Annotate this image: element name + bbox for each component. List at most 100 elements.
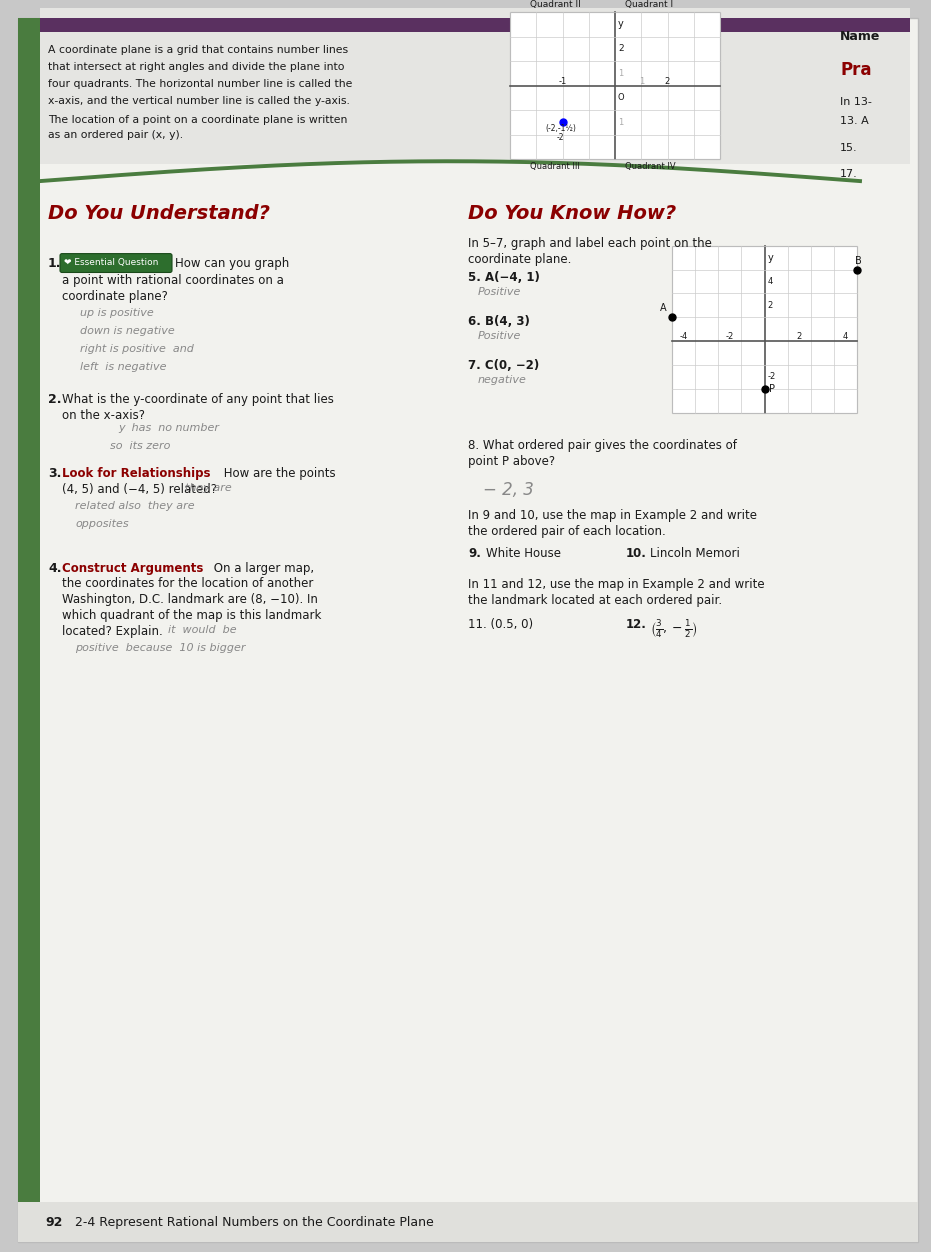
Text: as an ordered pair (x, y).: as an ordered pair (x, y). bbox=[48, 130, 183, 140]
Text: point P above?: point P above? bbox=[468, 456, 555, 468]
Text: White House: White House bbox=[486, 547, 561, 560]
Text: a point with rational coordinates on a: a point with rational coordinates on a bbox=[62, 274, 284, 288]
Text: In 5–7, graph and label each point on the: In 5–7, graph and label each point on th… bbox=[468, 237, 712, 249]
Text: 17.: 17. bbox=[840, 169, 857, 179]
Text: B: B bbox=[855, 255, 862, 265]
Text: 1: 1 bbox=[618, 118, 623, 126]
Text: In 9 and 10, use the map in Example 2 and write: In 9 and 10, use the map in Example 2 an… bbox=[468, 508, 757, 522]
Text: -2: -2 bbox=[767, 372, 776, 382]
Text: 5. A(−4, 1): 5. A(−4, 1) bbox=[468, 272, 540, 284]
Text: P: P bbox=[768, 383, 775, 393]
Text: O: O bbox=[618, 94, 625, 103]
Text: 2: 2 bbox=[797, 332, 802, 341]
Text: right is positive  and: right is positive and bbox=[80, 344, 194, 354]
Text: -1: -1 bbox=[559, 78, 567, 86]
Text: The location of a point on a coordinate plane is written: The location of a point on a coordinate … bbox=[48, 114, 347, 124]
Text: left  is negative: left is negative bbox=[80, 362, 167, 372]
Text: 11. (0.5, 0): 11. (0.5, 0) bbox=[468, 618, 533, 631]
Text: Washington, D.C. landmark are (8, −10). In: Washington, D.C. landmark are (8, −10). … bbox=[62, 593, 317, 606]
Text: In 11 and 12, use the map in Example 2 and write: In 11 and 12, use the map in Example 2 a… bbox=[468, 578, 764, 591]
Text: negative: negative bbox=[478, 374, 527, 384]
Text: On a larger map,: On a larger map, bbox=[210, 562, 314, 575]
Text: they are: they are bbox=[185, 483, 232, 493]
Text: y: y bbox=[767, 253, 774, 263]
Text: Look for Relationships: Look for Relationships bbox=[62, 467, 210, 481]
Text: 92: 92 bbox=[45, 1216, 62, 1228]
Text: Positive: Positive bbox=[478, 331, 521, 341]
Text: which quadrant of the map is this landmark: which quadrant of the map is this landma… bbox=[62, 610, 321, 622]
Text: Lincoln Memori: Lincoln Memori bbox=[650, 547, 740, 560]
Text: (-2,-1½): (-2,-1½) bbox=[545, 124, 576, 134]
Text: 10.: 10. bbox=[626, 547, 647, 560]
Text: opposites: opposites bbox=[75, 518, 128, 528]
Text: that intersect at right angles and divide the plane into: that intersect at right angles and divid… bbox=[48, 61, 344, 71]
Text: the landmark located at each ordered pair.: the landmark located at each ordered pai… bbox=[468, 595, 722, 607]
Text: down is negative: down is negative bbox=[80, 326, 175, 336]
Text: four quadrants. The horizontal number line is called the: four quadrants. The horizontal number li… bbox=[48, 79, 352, 89]
Text: so  its zero: so its zero bbox=[110, 442, 170, 452]
Text: 2: 2 bbox=[665, 78, 670, 86]
Bar bbox=[18, 1202, 918, 1242]
Text: Quadrant I: Quadrant I bbox=[625, 0, 673, 9]
Text: 8. What ordered pair gives the coordinates of: 8. What ordered pair gives the coordinat… bbox=[468, 439, 736, 452]
Text: positive  because  10 is bigger: positive because 10 is bigger bbox=[75, 644, 246, 654]
Text: 1.: 1. bbox=[48, 257, 61, 269]
Text: 1: 1 bbox=[639, 78, 644, 86]
Text: related also  they are: related also they are bbox=[75, 501, 195, 511]
Text: on the x-axis?: on the x-axis? bbox=[62, 408, 145, 422]
Text: 1: 1 bbox=[618, 69, 623, 78]
Text: the coordinates for the location of another: the coordinates for the location of anot… bbox=[62, 577, 314, 591]
Text: 15.: 15. bbox=[840, 143, 857, 153]
Text: 4: 4 bbox=[767, 277, 773, 285]
Text: Pra: Pra bbox=[840, 61, 871, 79]
Bar bbox=[40, 19, 910, 33]
Text: 2: 2 bbox=[767, 300, 773, 309]
Text: What is the y-coordinate of any point that lies: What is the y-coordinate of any point th… bbox=[62, 393, 334, 406]
Text: 2: 2 bbox=[618, 45, 624, 54]
Text: y: y bbox=[618, 20, 624, 30]
Text: How can you graph: How can you graph bbox=[175, 257, 290, 269]
Text: located? Explain.: located? Explain. bbox=[62, 625, 163, 639]
Text: $\left(\frac{3}{4}, -\frac{1}{2}\right)$: $\left(\frac{3}{4}, -\frac{1}{2}\right)$ bbox=[650, 618, 697, 640]
Text: 6. B(4, 3): 6. B(4, 3) bbox=[468, 316, 530, 328]
Text: How are the points: How are the points bbox=[220, 467, 335, 481]
Text: it  would  be: it would be bbox=[168, 625, 236, 635]
Text: -4: -4 bbox=[680, 332, 688, 341]
Text: coordinate plane.: coordinate plane. bbox=[468, 253, 572, 265]
Text: Do You Know How?: Do You Know How? bbox=[468, 204, 676, 223]
Text: -2: -2 bbox=[725, 332, 734, 341]
Text: y  has  no number: y has no number bbox=[118, 423, 219, 433]
Bar bbox=[510, 13, 720, 159]
Text: 2.: 2. bbox=[48, 393, 61, 406]
Bar bbox=[672, 245, 857, 413]
Text: 4: 4 bbox=[843, 332, 848, 341]
Text: 12.: 12. bbox=[626, 618, 647, 631]
Text: Positive: Positive bbox=[478, 288, 521, 298]
Text: Quadrant IV: Quadrant IV bbox=[625, 163, 676, 172]
Text: Quadrant III: Quadrant III bbox=[530, 163, 580, 172]
Text: Quadrant II: Quadrant II bbox=[530, 0, 581, 9]
FancyBboxPatch shape bbox=[60, 254, 172, 273]
Text: x-axis, and the vertical number line is called the y-axis.: x-axis, and the vertical number line is … bbox=[48, 95, 350, 105]
Text: up is positive: up is positive bbox=[80, 308, 154, 318]
Text: the ordered pair of each location.: the ordered pair of each location. bbox=[468, 525, 666, 538]
Text: 4.: 4. bbox=[48, 562, 61, 575]
Text: − 2, 3: − 2, 3 bbox=[483, 481, 533, 500]
Text: A coordinate plane is a grid that contains number lines: A coordinate plane is a grid that contai… bbox=[48, 45, 348, 55]
Bar bbox=[40, 9, 910, 164]
Text: 3.: 3. bbox=[48, 467, 61, 481]
Text: Construct Arguments: Construct Arguments bbox=[62, 562, 203, 575]
Bar bbox=[18, 19, 40, 1242]
Text: -2: -2 bbox=[557, 134, 564, 143]
Text: In 13-: In 13- bbox=[840, 96, 871, 106]
Text: ❤ Essential Question: ❤ Essential Question bbox=[64, 258, 158, 267]
Text: coordinate plane?: coordinate plane? bbox=[62, 290, 168, 303]
Text: 13. A: 13. A bbox=[840, 116, 869, 126]
Text: A: A bbox=[660, 303, 667, 313]
Text: (4, 5) and (−4, 5) related?: (4, 5) and (−4, 5) related? bbox=[62, 483, 217, 496]
Text: Name: Name bbox=[840, 30, 881, 43]
Text: Do You Understand?: Do You Understand? bbox=[48, 204, 270, 223]
Text: 2-4 Represent Rational Numbers on the Coordinate Plane: 2-4 Represent Rational Numbers on the Co… bbox=[75, 1216, 434, 1228]
Text: 7. C(0, −2): 7. C(0, −2) bbox=[468, 359, 539, 372]
Text: 9.: 9. bbox=[468, 547, 481, 560]
